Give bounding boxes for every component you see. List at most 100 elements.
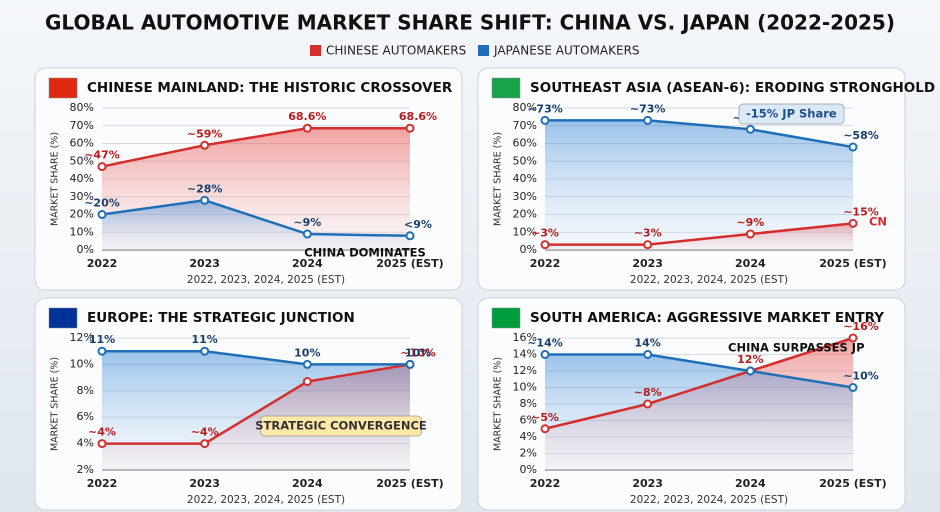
x-tick-label: 2023: [632, 477, 663, 490]
y-tick-label: 10%: [70, 357, 94, 370]
value-label: 68.6%: [288, 110, 326, 123]
x-tick-label: 2025 (EST): [376, 477, 443, 490]
data-point: [97, 210, 107, 219]
value-label: 10%: [405, 346, 431, 359]
flag: [491, 77, 521, 99]
value-label: ~15%: [843, 205, 879, 218]
data-point: [643, 350, 653, 359]
y-tick-label: 20%: [70, 208, 94, 221]
y-tick-label: 40%: [70, 172, 94, 185]
data-point: [540, 350, 550, 359]
series-line: [102, 363, 411, 445]
y-tick-label: 20%: [513, 208, 537, 221]
x-tick-label: 2024: [735, 477, 766, 490]
y-tick-label: 2%: [520, 447, 537, 460]
y-tick-label: 14%: [513, 348, 537, 361]
x-tick-label: 2022: [87, 257, 118, 270]
x-tick-label: 2024: [292, 477, 323, 490]
annotation-box: [260, 415, 422, 437]
annotation: STRATEGIC CONVERGENCE: [255, 419, 427, 433]
annotation: CN: [869, 215, 887, 229]
data-point: [200, 346, 210, 356]
chart-panel: CHINESE MAINLAND: THE HISTORIC CROSSOVER…: [34, 67, 463, 291]
y-axis-label: MARKET SHARE (%): [493, 357, 504, 451]
data-point: [848, 142, 858, 152]
data-point: [302, 359, 312, 369]
data-point: [848, 383, 858, 392]
y-tick-label: 10%: [70, 225, 94, 238]
y-tick-label: 80%: [70, 101, 94, 114]
x-tick-label: 2025 (EST): [819, 257, 886, 270]
area-fill: [102, 351, 410, 470]
legend-swatch: [310, 45, 321, 56]
data-point: [540, 424, 550, 434]
data-point: [97, 439, 107, 449]
value-label: ~4%: [191, 426, 219, 439]
value-label: ~73%: [630, 102, 666, 115]
value-label: ~5%: [531, 411, 559, 424]
value-label: 11%: [191, 333, 217, 346]
x-axis-label: 2022, 2023, 2024, 2025 (EST): [630, 494, 788, 506]
x-tick-label: 2025 (EST): [376, 257, 443, 270]
value-label: ~9%: [293, 216, 321, 229]
series-line: [102, 349, 410, 366]
x-tick-label: 2022: [530, 477, 561, 490]
data-point: [745, 124, 755, 134]
y-tick-label: 80%: [513, 101, 537, 114]
x-axis-label: 2022, 2023, 2024, 2025 (EST): [630, 274, 788, 286]
y-tick-label: 10%: [513, 225, 537, 238]
data-point: [200, 195, 210, 205]
flag: [48, 77, 78, 99]
y-tick-label: 60%: [70, 137, 94, 150]
value-label: ~8%: [634, 386, 662, 399]
annotation: CHINA DOMINATES: [304, 246, 426, 260]
value-label: ~47%: [84, 149, 120, 162]
y-axis-label: MARKET SHARE (%): [50, 357, 61, 451]
x-tick-label: 2023: [189, 257, 220, 270]
chart-panel: SOUTH AMERICA: AGGRESSIVE MARKET ENTRY 0%…: [477, 297, 906, 511]
data-point: [643, 399, 653, 409]
data-point: [302, 377, 312, 387]
value-label: ~28%: [187, 182, 223, 195]
y-tick-label: 70%: [70, 119, 94, 132]
value-label: 68.6%: [399, 110, 437, 123]
chart-panel: EUROPE: THE STRATEGIC JUNCTION 2% 4% 6% 8% 10…: [34, 297, 463, 511]
data-point: [745, 229, 755, 239]
y-tick-label: 8%: [77, 384, 94, 397]
value-label: ~16%: [843, 320, 879, 333]
x-tick-label: 2022: [530, 257, 561, 270]
data-point: [405, 123, 415, 133]
y-tick-label: 70%: [513, 119, 537, 132]
area-fill: [545, 354, 853, 470]
value-label: ~20%: [84, 197, 120, 210]
x-tick-label: 2023: [632, 257, 663, 270]
series-line: [101, 126, 410, 168]
value-label: 11%: [89, 333, 115, 346]
y-tick-label: 6%: [77, 410, 94, 423]
y-axis-label: MARKET SHARE (%): [50, 132, 61, 226]
area-fill: [102, 200, 410, 250]
y-tick-label: 40%: [513, 172, 537, 185]
y-tick-label: 10%: [513, 381, 537, 394]
x-tick-label: 2022: [87, 477, 118, 490]
data-point: [643, 240, 653, 250]
y-tick-label: 12%: [513, 364, 537, 377]
y-tick-label: 60%: [513, 137, 537, 150]
data-point: [745, 366, 755, 376]
data-point: [200, 140, 210, 150]
y-tick-label: 16%: [513, 331, 537, 344]
x-tick-label: 2023: [189, 477, 220, 490]
value-label: ~59%: [187, 127, 223, 140]
value-label: ~3%: [531, 227, 559, 240]
chart-panel: SOUTHEAST ASIA (ASEAN-6): ERODING STRONG…: [477, 67, 935, 291]
legend-label: JAPANESE AUTOMAKERS: [493, 44, 640, 58]
y-tick-label: 30%: [70, 190, 94, 203]
value-label: ~14%: [527, 337, 563, 350]
panel-title: SOUTH AMERICA: AGGRESSIVE MARKET ENTRY: [530, 310, 884, 326]
value-label: 14%: [634, 337, 660, 350]
page-title: GLOBAL AUTOMOTIVE MARKET SHARE SHIFT: CH…: [45, 11, 895, 35]
y-tick-label: 12%: [70, 331, 94, 344]
area-fill: [545, 120, 853, 250]
